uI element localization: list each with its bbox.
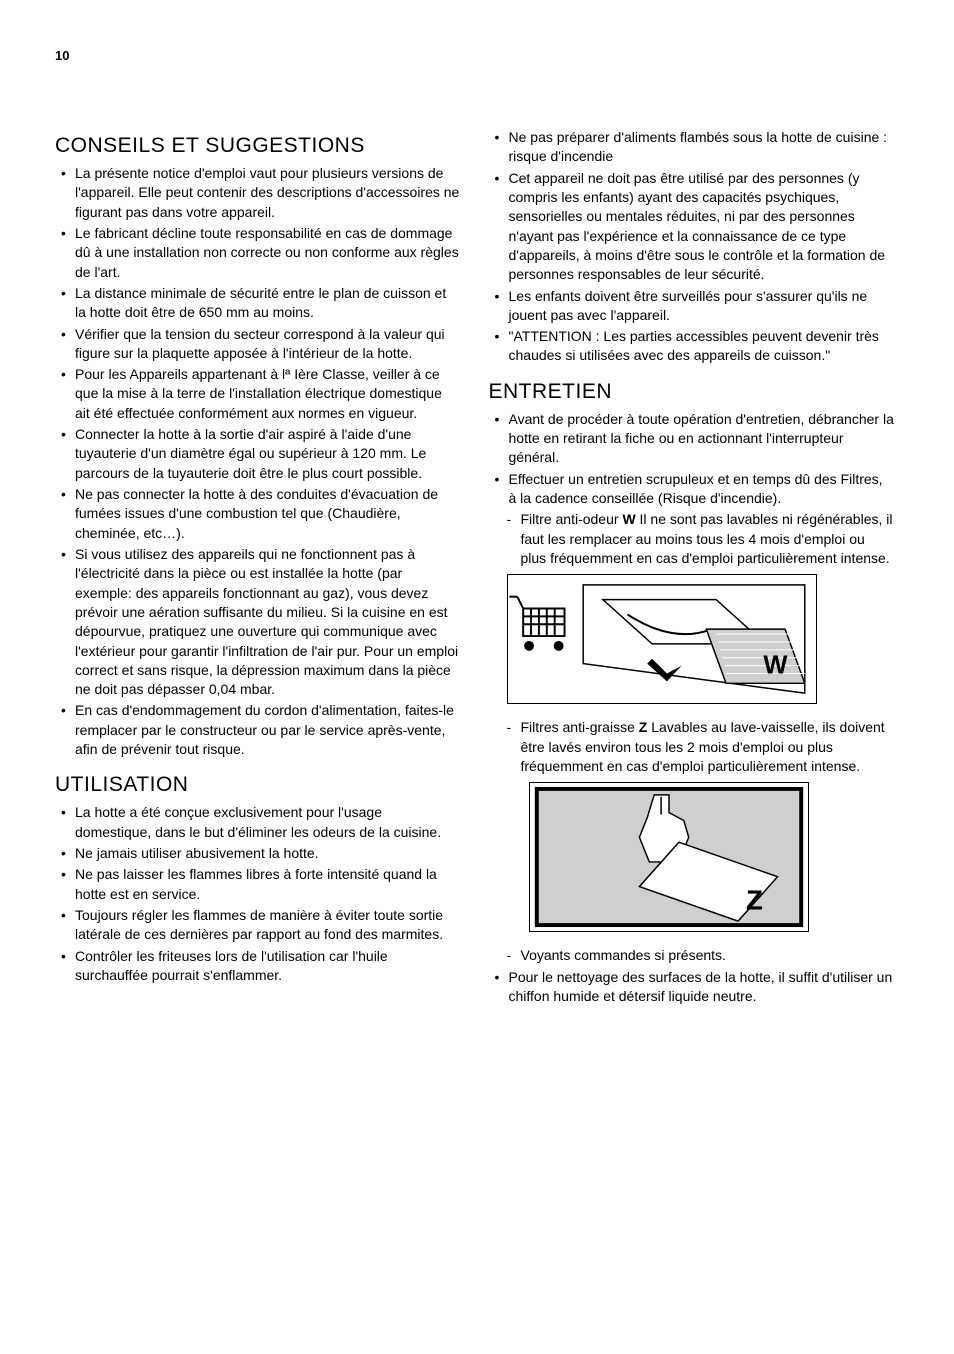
- figure-z: Z: [529, 782, 809, 932]
- list-item: La présente notice d'emploi vaut pour pl…: [55, 164, 461, 222]
- heading-conseils: CONSEILS ET SUGGESTIONS: [55, 134, 461, 158]
- list-item: Si vous utilisez des appareils qui ne fo…: [55, 545, 461, 700]
- list-item: Vérifier que la tension du secteur corre…: [55, 325, 461, 364]
- list-item: Pour le nettoyage des surfaces de la hot…: [489, 968, 895, 1007]
- figure-w-label: W: [763, 652, 788, 680]
- text: Filtre anti-odeur: [521, 511, 623, 527]
- figure-z-label: Z: [745, 884, 762, 915]
- list-entretien: Avant de procéder à toute opération d'en…: [489, 410, 895, 509]
- left-column: CONSEILS ET SUGGESTIONS La présente noti…: [55, 128, 461, 1008]
- list-utilisation: La hotte a été conçue exclusivement pour…: [55, 803, 461, 985]
- list-item: Toujours régler les flammes de manière à…: [55, 906, 461, 945]
- list-item: Les enfants doivent être surveillés pour…: [489, 287, 895, 326]
- list-conseils: La présente notice d'emploi vaut pour pl…: [55, 164, 461, 759]
- list-item: La distance minimale de sécurité entre l…: [55, 284, 461, 323]
- sublist-entretien-3: Voyants commandes si présents.: [489, 946, 895, 965]
- text: Filtres anti-graisse: [521, 719, 639, 735]
- sublist-item-voyants: Voyants commandes si présents.: [489, 946, 895, 965]
- figure-w: W: [507, 574, 817, 704]
- list-item: Contrôler les friteuses lors de l'utilis…: [55, 947, 461, 986]
- list-item: Effectuer un entretien scrupuleux et en …: [489, 470, 895, 509]
- list-item: Pour les Appareils appartenant à lª Ière…: [55, 365, 461, 423]
- list-item: La hotte a été conçue exclusivement pour…: [55, 803, 461, 842]
- page: 10 CONSEILS ET SUGGESTIONS La présente n…: [0, 0, 954, 1354]
- list-item: Le fabricant décline toute responsabilit…: [55, 224, 461, 282]
- sublist-item-w: Filtre anti-odeur W Il ne sont pas lavab…: [489, 510, 895, 568]
- sublist-item-z: Filtres anti-graisse Z Lavables au lave-…: [489, 718, 895, 776]
- list-item: En cas d'endommagement du cordon d'alime…: [55, 701, 461, 759]
- columns: CONSEILS ET SUGGESTIONS La présente noti…: [55, 128, 894, 1008]
- right-column: Ne pas préparer d'aliments flambés sous …: [489, 128, 895, 1008]
- figure-z-svg: Z: [530, 783, 808, 931]
- list-item: Ne pas connecter la hotte à des conduite…: [55, 485, 461, 543]
- list-item: Avant de procéder à toute opération d'en…: [489, 410, 895, 468]
- heading-utilisation: UTILISATION: [55, 773, 461, 797]
- list-item: Ne jamais utiliser abusivement la hotte.: [55, 844, 461, 863]
- list-item: Cet appareil ne doit pas être utilisé pa…: [489, 169, 895, 285]
- list-item: "ATTENTION : Les parties accessibles peu…: [489, 327, 895, 366]
- figure-w-svg: W: [508, 575, 816, 703]
- heading-entretien: ENTRETIEN: [489, 380, 895, 404]
- sublist-entretien-2: Filtres anti-graisse Z Lavables au lave-…: [489, 718, 895, 776]
- bold-w: W: [622, 511, 635, 527]
- page-number: 10: [55, 48, 69, 63]
- list-item: Ne pas préparer d'aliments flambés sous …: [489, 128, 895, 167]
- sublist-entretien: Filtre anti-odeur W Il ne sont pas lavab…: [489, 510, 895, 568]
- list-item: Ne pas laisser les flammes libres à fort…: [55, 865, 461, 904]
- list-item: Connecter la hotte à la sortie d'air asp…: [55, 425, 461, 483]
- list-entretien-end: Pour le nettoyage des surfaces de la hot…: [489, 968, 895, 1007]
- list-utilisation-cont: Ne pas préparer d'aliments flambés sous …: [489, 128, 895, 366]
